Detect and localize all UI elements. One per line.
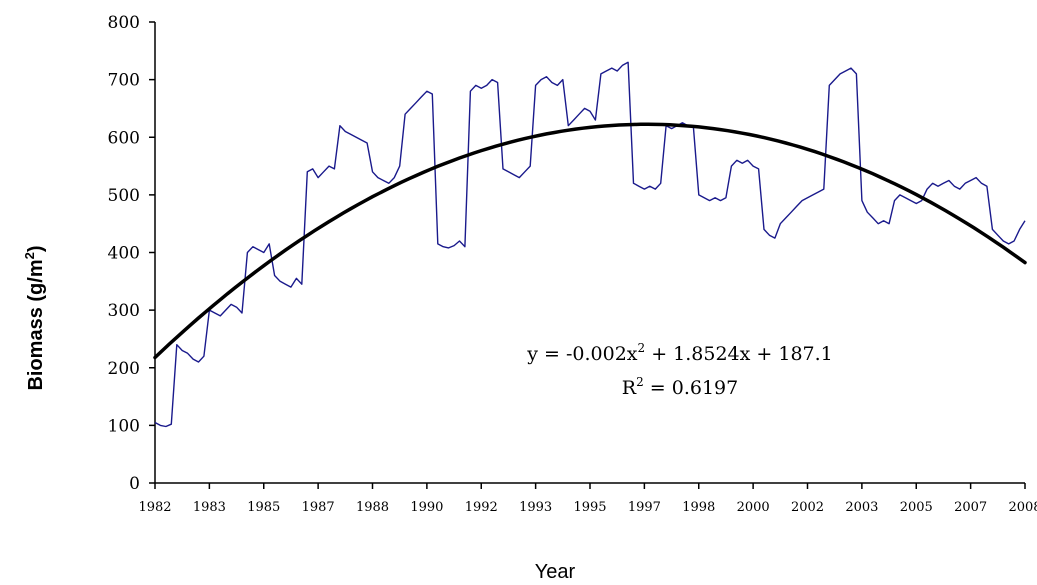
x-tick-label: 2007 bbox=[954, 500, 987, 515]
x-tick-label: 1995 bbox=[573, 500, 606, 515]
y-tick-label: 800 bbox=[108, 13, 140, 33]
x-tick-label: 1993 bbox=[519, 500, 552, 515]
y-tick-label: 100 bbox=[108, 416, 140, 436]
x-axis-title: Year bbox=[535, 561, 576, 583]
x-tick-label: 2000 bbox=[737, 500, 770, 515]
y-axis-title: Biomass (g/m2) bbox=[22, 245, 47, 390]
y-tick-label: 600 bbox=[108, 128, 140, 148]
x-axis-ticks: 1982 1983 1985 1987 1988 1990 1992 1993 1995 1997… bbox=[138, 483, 1037, 515]
r-squared-value: R2 = 0.6197 bbox=[622, 375, 738, 399]
x-tick-label: 2005 bbox=[900, 500, 933, 515]
y-tick-label: 400 bbox=[108, 244, 140, 264]
x-tick-label: 1987 bbox=[302, 500, 335, 515]
x-tick-label: 2003 bbox=[845, 500, 878, 515]
x-tick-label: 1998 bbox=[682, 500, 715, 515]
y-tick-label: 300 bbox=[108, 301, 140, 321]
x-tick-label: 1992 bbox=[465, 500, 498, 515]
x-tick-label: 1983 bbox=[193, 500, 226, 515]
trend-equation: y = -0.002x2 + 1.8524x + 187.1 bbox=[526, 341, 833, 365]
x-tick-label: 2008 bbox=[1008, 500, 1037, 515]
y-tick-label: 700 bbox=[108, 71, 140, 91]
trend-line bbox=[153, 122, 1027, 360]
x-tick-label: 1982 bbox=[138, 500, 171, 515]
x-tick-label: 1985 bbox=[247, 500, 280, 515]
x-tick-label: 2002 bbox=[791, 500, 824, 515]
observed-biomass-line bbox=[154, 61, 1026, 428]
x-tick-label: 1988 bbox=[356, 500, 389, 515]
x-tick-label: 1990 bbox=[410, 500, 443, 515]
y-tick-label: 200 bbox=[108, 359, 140, 379]
y-tick-label: 500 bbox=[108, 186, 140, 206]
y-tick-label: 0 bbox=[129, 474, 140, 494]
y-axis-ticks: 0 100 200 300 400 500 600 700 800 bbox=[108, 13, 155, 494]
x-tick-label: 1997 bbox=[628, 500, 661, 515]
